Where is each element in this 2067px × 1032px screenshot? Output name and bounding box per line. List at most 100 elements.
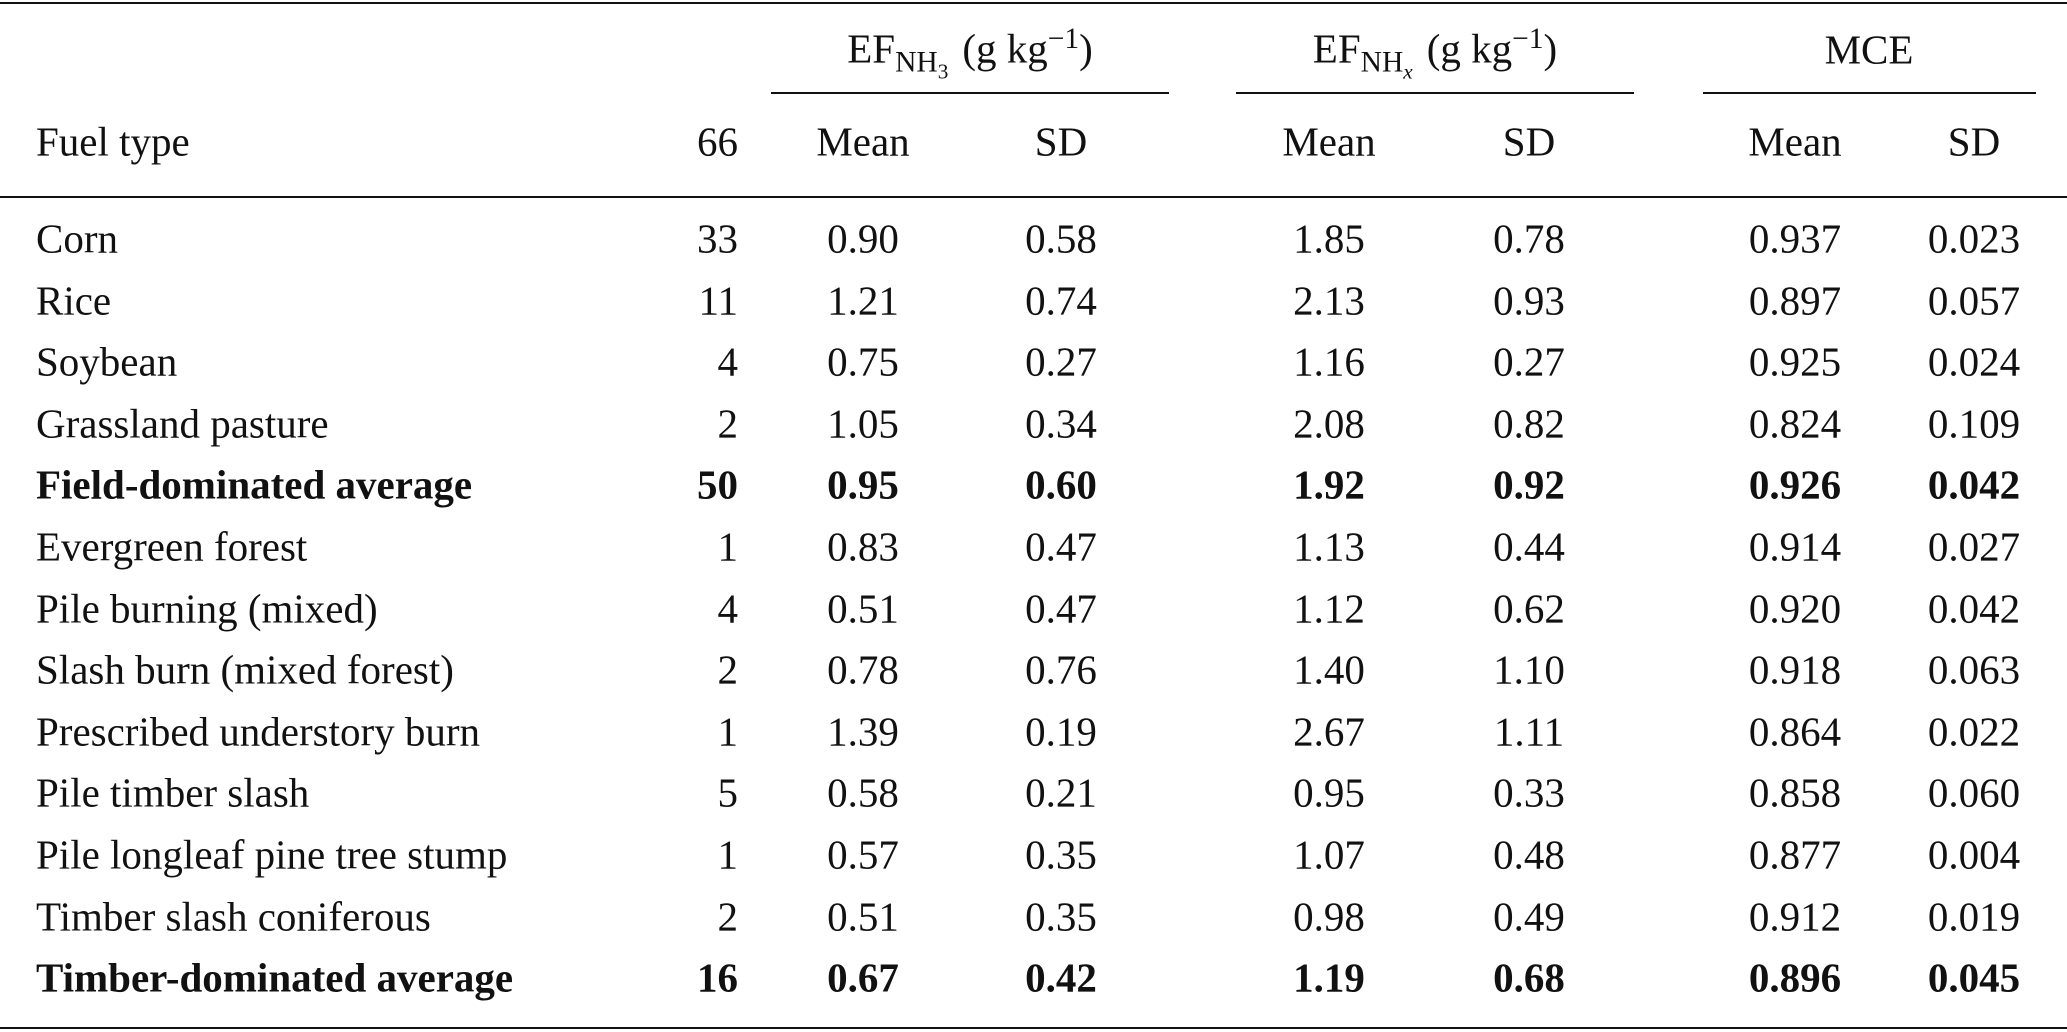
- group-subscript: NHx: [1360, 46, 1413, 84]
- cell: 2.13: [1293, 277, 1365, 324]
- cell: 0.914: [1748, 523, 1842, 570]
- cell: 1.12: [1293, 585, 1365, 632]
- group-underline: [771, 92, 1169, 94]
- cell: 0.864: [1748, 708, 1842, 755]
- group-subscript-index: x: [1403, 59, 1413, 84]
- cell: 0.51: [827, 585, 899, 632]
- cell: 0.824: [1748, 400, 1842, 447]
- cell: 0.34: [1025, 400, 1097, 447]
- cell: 0.47: [1025, 523, 1097, 570]
- cell: 0.68: [1493, 954, 1565, 1001]
- cell: 2.08: [1293, 400, 1365, 447]
- group-base: EF: [847, 25, 896, 72]
- row-label: Soybean: [36, 338, 178, 385]
- cell: 2: [717, 646, 739, 693]
- cell: 4: [717, 585, 739, 632]
- group-unit-close: ): [1079, 25, 1093, 72]
- cell: 0.35: [1025, 893, 1097, 940]
- column-header: SD: [1034, 118, 1088, 165]
- cell: 0.90: [827, 215, 899, 262]
- column-header: 66: [697, 118, 738, 165]
- cell: 33: [697, 215, 738, 262]
- column-header: Mean: [1282, 118, 1376, 165]
- cell: 0.95: [1293, 769, 1365, 816]
- cell: 50: [697, 461, 738, 508]
- cell: 0.42: [1025, 954, 1097, 1001]
- bottom-rule: [0, 1027, 2067, 1029]
- column-header: Mean: [816, 118, 910, 165]
- group-base: EF: [1312, 25, 1361, 72]
- cell: 0.877: [1748, 831, 1842, 878]
- cell: 0.58: [827, 769, 899, 816]
- group-exponent: −1: [1047, 22, 1080, 55]
- cell: 1.21: [827, 277, 899, 324]
- cell: 0.62: [1493, 585, 1565, 632]
- column-header: SD: [1947, 118, 2001, 165]
- cell: 1.19: [1293, 954, 1365, 1001]
- cell: 0.44: [1493, 523, 1565, 570]
- cell: 0.92: [1493, 461, 1565, 508]
- cell: 1.39: [827, 708, 899, 755]
- row-label: Slash burn (mixed forest): [36, 646, 454, 693]
- row-label: Corn: [36, 215, 118, 262]
- cell: 0.98: [1293, 893, 1365, 940]
- row-label: Field-dominated average: [36, 461, 473, 508]
- cell: 1.92: [1293, 461, 1365, 508]
- cell: 0.925: [1748, 338, 1842, 385]
- row-label: Evergreen forest: [36, 523, 308, 570]
- cell: 1: [717, 708, 739, 755]
- cell: 0.042: [1927, 461, 2021, 508]
- cell: 0.045: [1927, 954, 2021, 1001]
- header-rule: [0, 196, 2067, 198]
- group-unit: (g kg: [962, 25, 1048, 72]
- row-label: Pile burning (mixed): [36, 585, 378, 632]
- cell: 1.10: [1493, 646, 1565, 693]
- cell: 0.27: [1025, 338, 1097, 385]
- cell: 0.896: [1748, 954, 1842, 1001]
- group-subscript: NH3: [895, 46, 949, 84]
- cell: 1.40: [1293, 646, 1365, 693]
- row-label: Pile longleaf pine tree stump: [36, 831, 508, 878]
- top-rule: [0, 2, 2067, 4]
- cell: 1.05: [827, 400, 899, 447]
- cell: 0.926: [1748, 461, 1842, 508]
- group-exponent: −1: [1512, 22, 1544, 55]
- cell: 0.95: [827, 461, 899, 508]
- cell: 2: [717, 893, 739, 940]
- cell: 0.33: [1493, 769, 1565, 816]
- cell: 0.78: [1493, 215, 1565, 262]
- cell: 0.858: [1748, 769, 1842, 816]
- cell: 0.67: [827, 954, 899, 1001]
- cell: 2.67: [1293, 708, 1365, 755]
- group-subscript-index: 3: [937, 59, 949, 84]
- cell: 0.27: [1493, 338, 1565, 385]
- cell: 0.76: [1025, 646, 1097, 693]
- cell: 0.912: [1748, 893, 1842, 940]
- cell: 0.042: [1927, 585, 2021, 632]
- column-header: SD: [1502, 118, 1556, 165]
- group-underline: [1236, 92, 1634, 94]
- cell: 0.58: [1025, 215, 1097, 262]
- cell: 0.47: [1025, 585, 1097, 632]
- cell: 0.35: [1025, 831, 1097, 878]
- cell: 0.21: [1025, 769, 1097, 816]
- cell: 0.022: [1927, 708, 2021, 755]
- cell: 0.918: [1748, 646, 1842, 693]
- cell: 0.51: [827, 893, 899, 940]
- cell: 1.85: [1293, 215, 1365, 262]
- cell: 0.48: [1493, 831, 1565, 878]
- cell: 0.83: [827, 523, 899, 570]
- cell: 0.060: [1927, 769, 2021, 816]
- cell: 0.60: [1025, 461, 1097, 508]
- cell: 0.897: [1748, 277, 1842, 324]
- cell: 0.063: [1927, 646, 2021, 693]
- cell: 1.13: [1293, 523, 1365, 570]
- cell: 5: [717, 769, 739, 816]
- cell: 1: [717, 523, 739, 570]
- row-label: Pile timber slash: [36, 769, 310, 816]
- cell: 11: [698, 277, 738, 324]
- cell: 0.82: [1493, 400, 1565, 447]
- cell: 0.019: [1927, 893, 2021, 940]
- group-unit-close: ): [1543, 25, 1558, 72]
